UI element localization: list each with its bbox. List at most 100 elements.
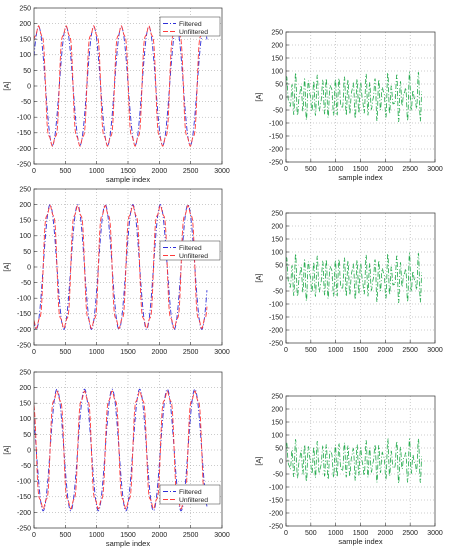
y-tick-label: -200	[269, 327, 283, 334]
x-tick-label: 1000	[89, 532, 105, 539]
y-tick-label: -100	[269, 484, 283, 491]
x-tick-label: 500	[59, 168, 71, 175]
x-tick-label: 2000	[378, 347, 394, 354]
chart-panel-row-3-left: 0 500 1000 1500 2000 2500 3000-250-200-150-100…	[2, 369, 230, 548]
y-tick-label: 150	[19, 37, 31, 44]
x-tick-label: 1000	[328, 530, 344, 537]
y-tick-label: 100	[271, 249, 283, 256]
x-tick-label: 3000	[427, 347, 443, 354]
y-axis-label: [A]	[2, 262, 11, 271]
x-tick-label: 2500	[402, 530, 418, 537]
x-tick-label: 1500	[353, 166, 369, 173]
y-tick-label: 150	[19, 401, 31, 408]
x-tick-label: 0	[32, 532, 36, 539]
x-tick-label: 1000	[89, 168, 105, 175]
x-tick-label: 3000	[427, 530, 443, 537]
y-tick-label: -250	[17, 342, 31, 349]
x-tick-label: 2000	[378, 530, 394, 537]
y-tick-label: 100	[19, 416, 31, 423]
y-tick-label: 200	[19, 202, 31, 209]
y-tick-label: 100	[19, 52, 31, 59]
y-tick-label: -50	[21, 280, 31, 287]
x-tick-label: 1000	[328, 347, 344, 354]
y-axis-label: [A]	[254, 273, 263, 282]
legend-label: Unfiltered	[179, 497, 208, 504]
y-tick-label: -150	[17, 130, 31, 137]
y-tick-label: 50	[275, 262, 283, 269]
series-line-filtered	[34, 204, 208, 330]
x-axis-label: sample index	[338, 537, 382, 546]
y-tick-label: 50	[23, 68, 31, 75]
y-tick-label: 200	[19, 385, 31, 392]
x-tick-label: 3000	[214, 532, 230, 539]
x-tick-label: 2500	[402, 166, 418, 173]
y-tick-label: 50	[23, 249, 31, 256]
x-tick-label: 1500	[120, 532, 136, 539]
x-tick-label: 2500	[183, 168, 199, 175]
chart-panel-row-2-right: 0 500 1000 1500 2000 2500 3000-250-200-150-100…	[254, 210, 443, 354]
x-tick-label: 500	[305, 347, 317, 354]
y-tick-label: 50	[275, 81, 283, 88]
y-axis-label: [A]	[254, 456, 263, 465]
y-tick-label: -50	[21, 99, 31, 106]
y-tick-label: -200	[269, 510, 283, 517]
y-tick-label: -50	[21, 463, 31, 470]
x-axis-label: sample index	[106, 539, 150, 548]
x-tick-label: 1000	[89, 349, 105, 356]
x-tick-label: 500	[305, 166, 317, 173]
legend-label: Filtered	[179, 245, 202, 252]
y-axis-label: [A]	[254, 92, 263, 101]
y-tick-label: -100	[17, 115, 31, 122]
y-tick-label: -250	[269, 159, 283, 166]
y-tick-label: 200	[271, 406, 283, 413]
x-tick-label: 2500	[183, 532, 199, 539]
chart-panel-row-2-left: 0 500 1000 1500 2000 2500 3000-250-200-150-100…	[2, 186, 230, 356]
legend-label: Unfiltered	[179, 253, 208, 260]
y-tick-label: -100	[269, 120, 283, 127]
series-line-unfiltered	[34, 25, 208, 147]
x-tick-label: 0	[284, 347, 288, 354]
y-tick-label: -200	[17, 146, 31, 153]
x-axis-label: sample index	[106, 175, 150, 184]
y-tick-label: 150	[19, 218, 31, 225]
chart-panel-row-3-right: 0 500 1000 1500 2000 2500 3000-250-200-150-100…	[254, 393, 443, 546]
x-tick-label: 2000	[378, 166, 394, 173]
y-tick-label: 0	[279, 94, 283, 101]
legend-label: Filtered	[179, 489, 202, 496]
y-tick-label: 100	[271, 432, 283, 439]
x-tick-label: 2000	[152, 532, 168, 539]
x-tick-label: 500	[59, 532, 71, 539]
y-tick-label: 50	[23, 432, 31, 439]
x-tick-label: 1500	[120, 349, 136, 356]
legend-label: Filtered	[179, 21, 202, 28]
x-tick-label: 1500	[353, 530, 369, 537]
y-tick-label: 250	[19, 186, 31, 193]
y-tick-label: 250	[271, 393, 283, 400]
x-tick-label: 1000	[328, 166, 344, 173]
y-tick-label: -150	[269, 497, 283, 504]
series-line-unfiltered	[34, 204, 208, 329]
y-tick-label: -100	[17, 479, 31, 486]
y-tick-label: 0	[27, 447, 31, 454]
y-tick-label: 150	[271, 419, 283, 426]
y-tick-label: 250	[271, 29, 283, 36]
x-tick-label: 0	[32, 349, 36, 356]
x-tick-label: 1500	[353, 347, 369, 354]
y-tick-label: 250	[19, 369, 31, 376]
y-tick-label: -200	[269, 146, 283, 153]
y-tick-label: 100	[271, 68, 283, 75]
y-tick-label: 0	[27, 264, 31, 271]
y-tick-label: 0	[279, 458, 283, 465]
series-line-unfiltered	[34, 390, 208, 510]
series-line-residual	[286, 437, 422, 484]
y-tick-label: 50	[275, 445, 283, 452]
y-tick-label: -200	[17, 327, 31, 334]
chart-panel-row-1-left: 0 500 1000 1500 2000 2500 3000-250-200-150-100…	[2, 5, 230, 184]
x-tick-label: 2500	[183, 349, 199, 356]
y-tick-label: -250	[269, 340, 283, 347]
y-tick-label: -250	[17, 161, 31, 168]
y-tick-label: 100	[19, 233, 31, 240]
x-tick-label: 1500	[120, 168, 136, 175]
x-tick-label: 500	[59, 349, 71, 356]
